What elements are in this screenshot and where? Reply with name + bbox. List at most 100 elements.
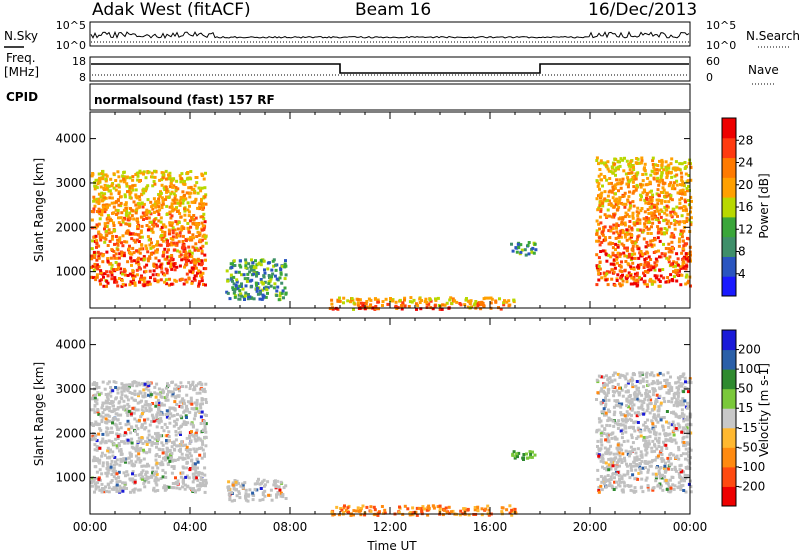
heatmap-cell <box>155 382 159 386</box>
heatmap-cell <box>198 381 202 384</box>
heatmap-cell <box>602 383 606 387</box>
colorbar-tick-label: 4 <box>738 267 746 281</box>
heatmap-cell <box>419 307 423 311</box>
heatmap-cell <box>95 239 99 243</box>
heatmap-cell <box>630 171 634 175</box>
heatmap-cell <box>630 397 634 401</box>
heatmap-cell <box>90 174 94 178</box>
heatmap-cell <box>177 221 181 224</box>
heatmap-cell <box>651 387 655 391</box>
heatmap-cell <box>255 283 258 287</box>
heatmap-cell <box>628 220 632 223</box>
heatmap-cell <box>168 171 172 175</box>
heatmap-cell <box>105 203 109 207</box>
heatmap-cell <box>100 451 104 455</box>
heatmap-cell <box>190 402 194 406</box>
heatmap-cell <box>106 418 110 422</box>
heatmap-cell <box>681 248 685 252</box>
heatmap-cell <box>669 263 673 267</box>
heatmap-cell <box>685 220 689 223</box>
heatmap-cell <box>603 213 607 217</box>
heatmap-cell <box>110 473 114 476</box>
heatmap-cell <box>125 209 128 213</box>
heatmap-cell <box>607 468 611 472</box>
heatmap-cell <box>638 218 642 222</box>
heatmap-cell <box>97 265 101 269</box>
heatmap-cell <box>101 260 105 264</box>
heatmap-cell <box>674 401 678 405</box>
heatmap-cell <box>103 227 106 231</box>
heatmap-cell <box>196 478 200 482</box>
heatmap-cell <box>687 203 691 207</box>
heatmap-cell <box>642 436 646 439</box>
heatmap-cell <box>661 416 665 420</box>
heatmap-cell <box>640 371 644 375</box>
heatmap-cell <box>453 299 457 303</box>
heatmap-cell <box>653 458 657 462</box>
heatmap-cell <box>376 298 380 302</box>
heatmap-cell <box>244 494 247 498</box>
heatmap-cell <box>151 471 155 475</box>
heatmap-cell <box>661 424 665 428</box>
heatmap-cell <box>269 284 273 288</box>
heatmap-cell <box>635 414 639 418</box>
heatmap-cell <box>672 265 676 269</box>
heatmap-cell <box>130 463 134 467</box>
heatmap-cell <box>264 295 268 299</box>
heatmap-cell <box>265 288 269 292</box>
heatmap-cell <box>631 244 635 248</box>
heatmap-cell <box>667 426 671 429</box>
heatmap-cell <box>678 401 682 405</box>
heatmap-cell <box>270 275 273 279</box>
heatmap-cell <box>101 210 104 214</box>
heatmap-cell <box>158 208 162 212</box>
heatmap-cell <box>123 408 127 412</box>
heatmap-cell <box>526 243 530 247</box>
heatmap-cell <box>172 198 176 202</box>
heatmap-cell <box>109 262 113 266</box>
heatmap-cell <box>173 194 177 198</box>
heatmap-cell <box>499 307 503 311</box>
heatmap-cell <box>644 395 648 398</box>
heatmap-cell <box>686 422 690 426</box>
heatmap-cell <box>643 258 647 261</box>
heatmap-cell <box>177 234 181 238</box>
heatmap-cell <box>606 419 610 423</box>
heatmap-cell <box>625 372 629 376</box>
heatmap-cell <box>634 451 638 455</box>
heatmap-cell <box>90 210 94 213</box>
heatmap-cell <box>645 283 649 287</box>
heatmap-cell <box>137 436 141 440</box>
heatmap-cell <box>153 202 157 206</box>
heatmap-cell <box>122 180 126 184</box>
heatmap-cell <box>204 444 208 448</box>
heatmap-cell <box>663 400 667 404</box>
heatmap-cell <box>129 280 133 284</box>
heatmap-cell <box>672 181 676 185</box>
sky-trace <box>90 30 690 43</box>
heatmap-cell <box>687 455 691 458</box>
heatmap-cell <box>151 402 155 405</box>
heatmap-cell <box>625 410 629 414</box>
heatmap-cell <box>626 199 630 203</box>
heatmap-cell <box>373 508 377 512</box>
heatmap-cell <box>621 158 625 162</box>
heatmap-cell <box>170 206 174 210</box>
heatmap-cell <box>638 465 642 469</box>
heatmap-cell <box>620 477 624 480</box>
heatmap-cell <box>200 251 204 255</box>
heatmap-cell <box>251 264 255 268</box>
heatmap-cell <box>135 217 139 221</box>
heatmap-cell <box>689 381 693 385</box>
heatmap-cell <box>649 464 653 468</box>
heatmap-cell <box>602 271 606 275</box>
heatmap-cell <box>92 253 96 257</box>
heatmap-cell <box>167 439 171 443</box>
heatmap-cell <box>655 179 659 183</box>
heatmap-cell <box>201 448 205 452</box>
heatmap-cell <box>671 184 675 188</box>
heatmap-cell <box>674 160 678 164</box>
heatmap-cell <box>201 484 205 487</box>
heatmap-cell <box>670 157 674 161</box>
heatmap-cell <box>613 283 617 287</box>
